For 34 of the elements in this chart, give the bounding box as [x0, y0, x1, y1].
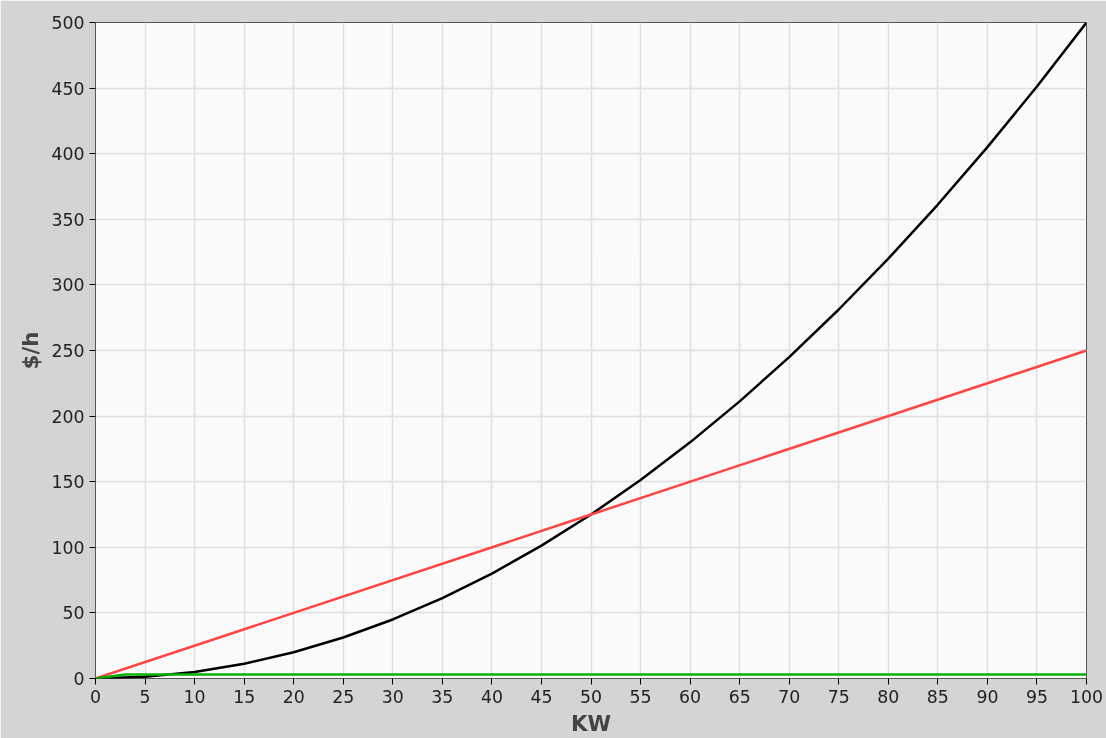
x-tick-label: 65 [728, 686, 751, 707]
x-tick-label: 0 [89, 686, 102, 707]
x-tick-label: 90 [976, 686, 999, 707]
y-tick-label: 250 [51, 341, 85, 361]
y-tick-label: 500 [51, 13, 85, 33]
y-tick-label: 150 [51, 472, 85, 493]
x-tick-label: 20 [282, 686, 305, 707]
y-tick-label: 350 [51, 209, 85, 230]
x-tick-label: 40 [480, 686, 503, 707]
x-tick-label: 25 [332, 686, 355, 707]
y-tick-label: 300 [51, 275, 85, 296]
x-tick-label: 10 [183, 686, 206, 707]
x-tick-label: 70 [778, 686, 801, 707]
y-tick-label: 400 [51, 144, 85, 165]
y-tick-label: 450 [51, 78, 85, 99]
x-tick-label: 100 [1069, 686, 1104, 707]
x-tick-label: 95 [1025, 686, 1048, 707]
x-tick-label: 55 [629, 686, 652, 707]
x-tick-label: 80 [877, 686, 900, 707]
x-tick-label: 5 [139, 686, 151, 707]
y-tick-label: 100 [51, 537, 85, 558]
y-tick-label: 0 [73, 669, 85, 689]
x-tick-label: 85 [926, 686, 949, 707]
x-tick-label: 15 [233, 686, 256, 707]
x-tick-label: 45 [530, 686, 553, 707]
x-tick-label: 30 [381, 686, 404, 707]
x-tick-label: 60 [679, 686, 702, 707]
y-axis-title: $/h [18, 331, 44, 370]
x-tick-label: 50 [579, 686, 603, 707]
y-tick-label: 50 [62, 603, 85, 624]
x-tick-label: 35 [431, 686, 454, 707]
x-tick-label: 75 [827, 686, 850, 707]
x-axis-title: KW [570, 710, 612, 736]
y-tick-label: 200 [51, 406, 85, 427]
